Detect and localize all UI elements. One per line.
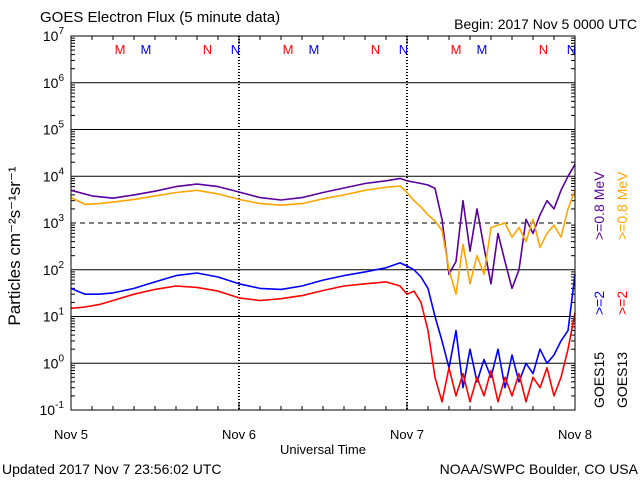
x-tick-label: Nov 6 (222, 427, 256, 442)
mn-marker: N (399, 42, 408, 57)
credit-text: NOAA/SWPC Boulder, CO USA (440, 461, 639, 477)
updated-timestamp: Updated 2017 Nov 7 23:56:02 UTC (2, 461, 221, 477)
y-tick-label: 106 (43, 73, 65, 91)
series-line (70, 185, 576, 296)
mn-marker: N (231, 42, 240, 57)
mn-marker: M (140, 42, 151, 57)
mn-marker: M (308, 42, 319, 57)
legend-label: GOES13 (614, 352, 630, 408)
plot-frame (70, 35, 576, 411)
x-tick-label: Nov 7 (390, 427, 424, 442)
y-tick-label: 104 (43, 166, 65, 184)
mn-marker: N (539, 42, 548, 57)
y-tick-label: 105 (43, 120, 65, 138)
legend-label: >=0.8 MeV (614, 171, 630, 240)
x-axis-label: Universal Time (280, 442, 366, 457)
y-tick-exponent: 7 (58, 26, 64, 37)
legend-label: >=2 (614, 291, 630, 315)
y-tick-base: 10 (43, 122, 59, 138)
legend-label: >=2 (591, 291, 607, 315)
series-line (70, 281, 576, 403)
y-tick-label: 101 (43, 307, 65, 325)
y-tick-exponent: 4 (58, 166, 64, 177)
series-line (70, 163, 576, 290)
legend-labels: GOES15 >=2 >=0.8 MeV GOES13 >=2 >=0.8 MeV (591, 171, 630, 408)
y-tick-label: 10-1 (40, 400, 65, 418)
y-tick-exponent: 5 (58, 120, 64, 131)
y-axis-label: Particles cm⁻²s⁻¹sr⁻¹ (5, 166, 24, 325)
mn-marker: M (283, 42, 294, 57)
mn-marker: N (371, 42, 380, 57)
y-tick-label: 103 (43, 213, 65, 231)
y-tick-base: 10 (43, 215, 59, 231)
mn-marker: M (115, 42, 126, 57)
chart-title: GOES Electron Flux (5 minute data) (40, 9, 280, 26)
mn-marker: N (203, 42, 212, 57)
y-tick-exponent: 2 (58, 260, 64, 271)
y-tick-exponent: -1 (55, 400, 64, 411)
mn-marker: M (451, 42, 462, 57)
y-tick-base: 10 (40, 402, 56, 418)
y-tick-exponent: 0 (58, 353, 64, 364)
series-lines (70, 163, 576, 403)
x-tick-label: Nov 5 (54, 427, 88, 442)
mn-marker: N (567, 42, 576, 57)
y-tick-base: 10 (43, 28, 59, 44)
series-line (70, 262, 576, 389)
y-tick-exponent: 3 (58, 213, 64, 224)
mn-marker: M (476, 42, 487, 57)
y-tick-exponent: 6 (58, 73, 64, 84)
x-tick-label: Nov 8 (558, 427, 592, 442)
x-tick-labels: Nov 5 Nov 6 Nov 7 Nov 8 (54, 427, 592, 442)
grid-lines (71, 35, 575, 411)
y-tick-base: 10 (43, 168, 59, 184)
y-tick-base: 10 (43, 75, 59, 91)
y-tick-label: 107 (43, 26, 65, 44)
y-tick-exponent: 1 (58, 307, 64, 318)
legend-label: >=0.8 MeV (591, 171, 607, 240)
y-tick-label: 102 (43, 260, 65, 278)
y-tick-base: 10 (43, 309, 59, 325)
y-tick-label: 100 (43, 353, 65, 371)
y-tick-base: 10 (43, 355, 59, 371)
y-tick-base: 10 (43, 262, 59, 278)
legend-label: GOES15 (591, 352, 607, 408)
begin-label: Begin: 2017 Nov 5 0000 UTC (454, 16, 637, 32)
